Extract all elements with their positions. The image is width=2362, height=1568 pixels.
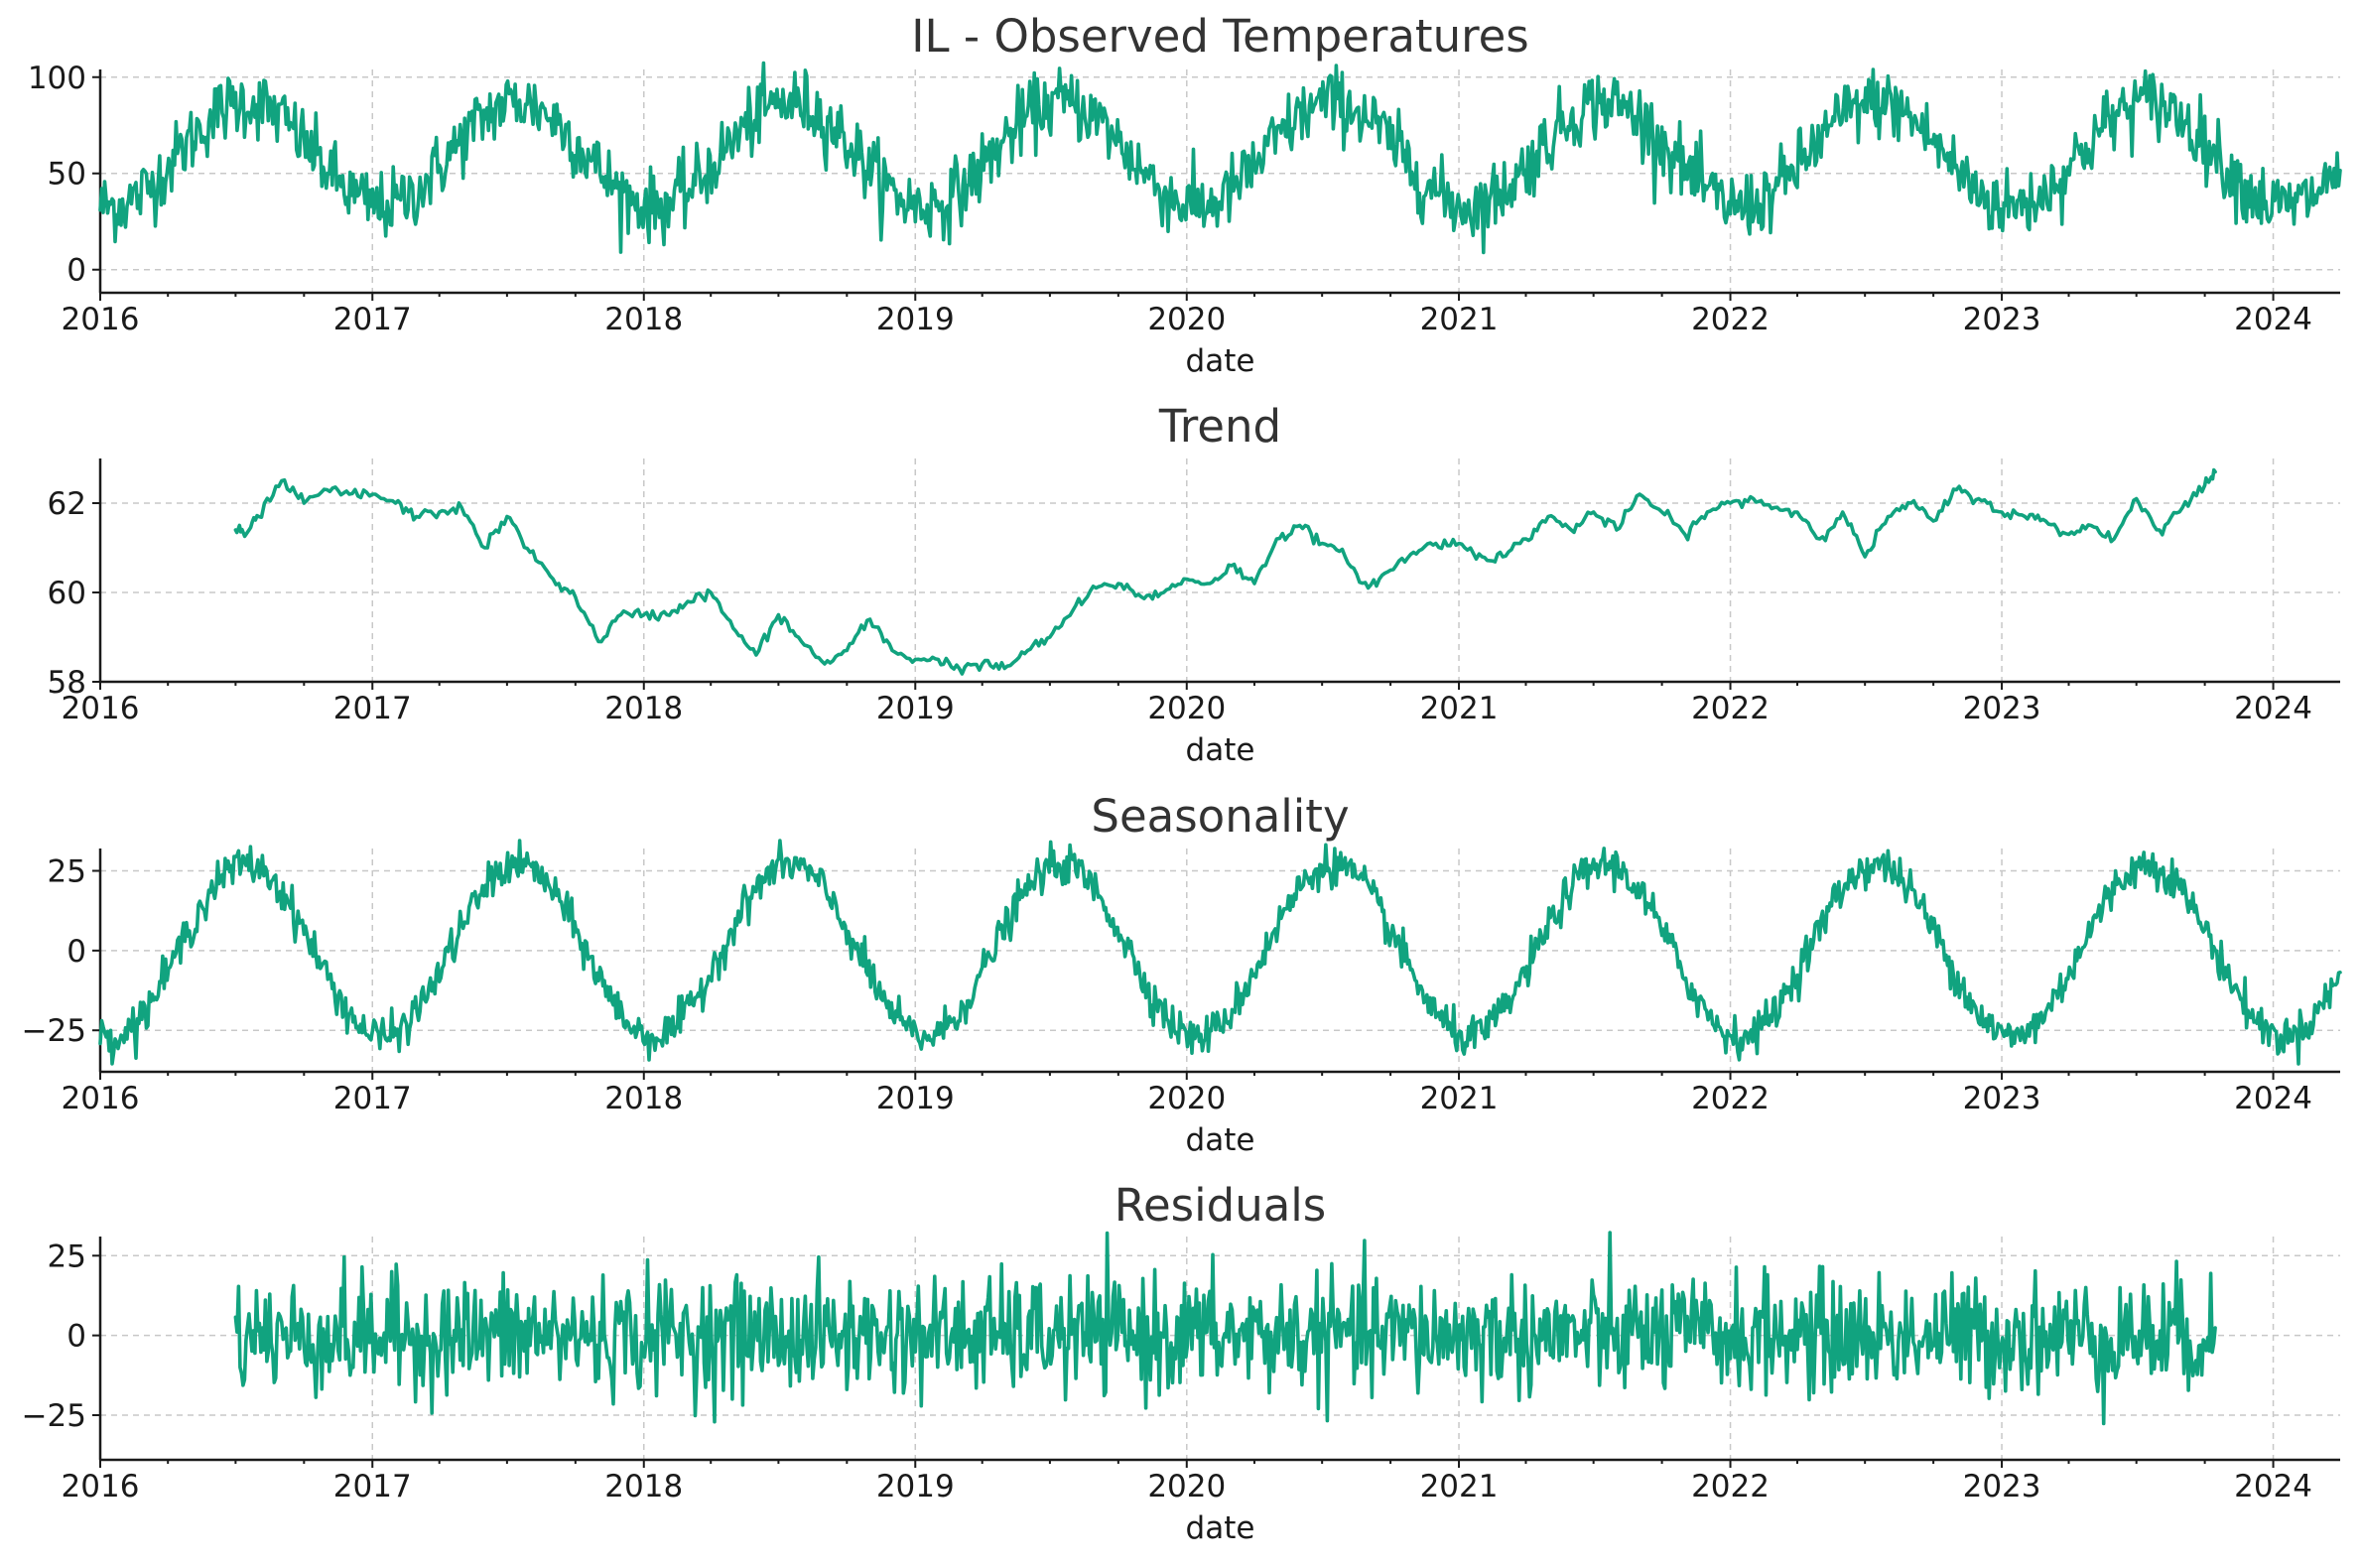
series-line-season	[98, 839, 2342, 1066]
x-tick-label: 2018	[604, 302, 683, 337]
series-line-resid	[233, 1231, 2217, 1426]
y-tick-label: 60	[48, 576, 86, 611]
x-tick-label: 2017	[333, 302, 412, 337]
x-tick-label: 2024	[2234, 1081, 2312, 1116]
x-tick-label: 2021	[1420, 691, 1499, 726]
x-tick-label: 2022	[1691, 302, 1770, 337]
x-tick-label: 2022	[1691, 691, 1770, 726]
panel-season: Seasonality 2016 2017 2018 2019 2020 2021 2022 2…	[22, 790, 2342, 1158]
y-tick-label: 25	[48, 854, 86, 890]
x-tick-label: 2024	[2234, 1469, 2312, 1504]
x-tick-label: 2022	[1691, 1469, 1770, 1504]
x-tick-label: 2020	[1147, 1081, 1226, 1116]
y-tick-label: 62	[48, 486, 86, 522]
series-line-observed	[98, 61, 2342, 255]
y-tick-label: 0	[66, 1319, 86, 1355]
panel-title: Residuals	[1115, 1179, 1327, 1232]
x-tick-label: 2023	[1963, 302, 2041, 337]
x-tick-label: 2017	[333, 1081, 412, 1116]
x-tick-label: 2024	[2234, 691, 2312, 726]
x-tick-label: 2016	[62, 1469, 140, 1504]
y-tick-label: 0	[66, 253, 86, 289]
x-tick-label: 2022	[1691, 1081, 1770, 1116]
x-tick-label: 2021	[1420, 302, 1499, 337]
panel-resid: Residuals 2016 2017 2018 2019 2020 2021 2022 202…	[22, 1179, 2340, 1546]
x-tick-label: 2020	[1147, 691, 1226, 726]
x-tick-label: 2016	[62, 691, 140, 726]
x-tick-label: 2020	[1147, 302, 1226, 337]
x-tick-label: 2016	[62, 1081, 140, 1116]
x-axis-label: date	[1186, 1122, 1255, 1158]
panel-title: Seasonality	[1091, 790, 1349, 843]
x-tick-label: 2017	[333, 1469, 412, 1504]
x-tick-label: 2020	[1147, 1469, 1226, 1504]
y-tick-label: 25	[48, 1239, 86, 1274]
series-line-trend	[233, 467, 2217, 676]
x-axis-label: date	[1186, 732, 1255, 768]
x-axis-label: date	[1186, 343, 1255, 379]
y-tick-label: −25	[22, 1398, 86, 1434]
x-tick-label: 2019	[876, 302, 955, 337]
y-tick-label: 0	[66, 934, 86, 970]
y-tick-label: −25	[22, 1013, 86, 1049]
x-tick-label: 2019	[876, 1081, 955, 1116]
x-tick-label: 2018	[604, 691, 683, 726]
x-tick-label: 2023	[1963, 1469, 2041, 1504]
panel-title: IL - Observed Temperatures	[911, 10, 1529, 63]
x-tick-label: 2021	[1420, 1469, 1499, 1504]
x-tick-label: 2023	[1963, 1081, 2041, 1116]
y-tick-label: 100	[28, 61, 86, 96]
x-tick-label: 2019	[876, 691, 955, 726]
x-tick-label: 2017	[333, 691, 412, 726]
panel-observed: IL - Observed Temperatures 2016 2017 2018 20…	[28, 10, 2342, 379]
x-tick-label: 2016	[62, 302, 140, 337]
panel-title: Trend	[1158, 400, 1281, 453]
panel-trend: Trend 2016 2017 2018 2019 2020 2021 2022 2023 202…	[48, 400, 2340, 768]
x-tick-label: 2018	[604, 1081, 683, 1116]
y-tick-label: 50	[48, 157, 86, 193]
x-tick-label: 2018	[604, 1469, 683, 1504]
x-tick-label: 2023	[1963, 691, 2041, 726]
y-tick-label: 58	[48, 665, 86, 701]
x-tick-label: 2019	[876, 1469, 955, 1504]
x-tick-label: 2021	[1420, 1081, 1499, 1116]
x-axis-label: date	[1186, 1510, 1255, 1546]
x-tick-label: 2024	[2234, 302, 2312, 337]
